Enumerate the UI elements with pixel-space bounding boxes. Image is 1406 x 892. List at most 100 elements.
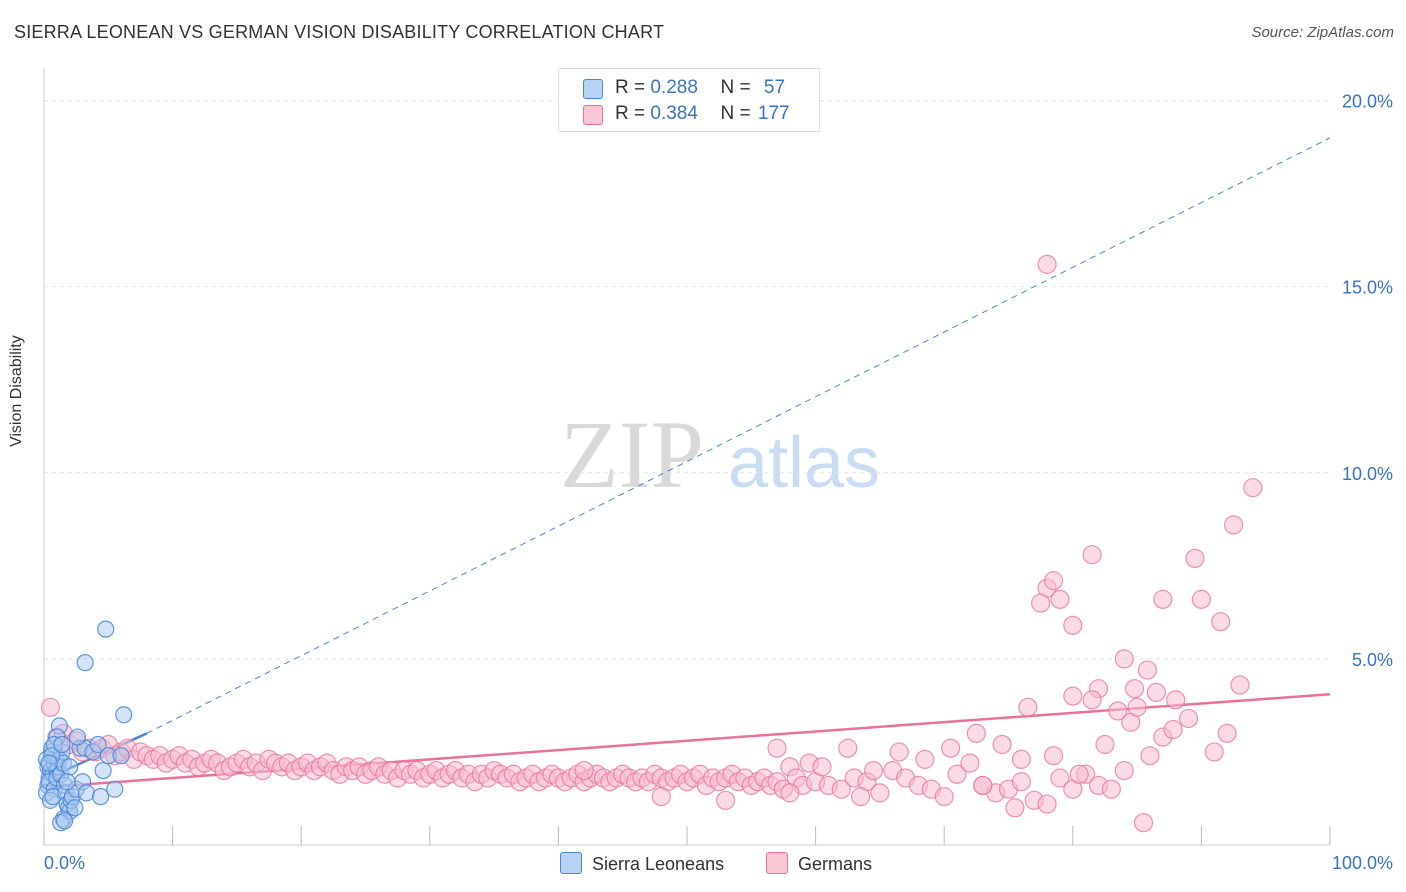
sierra-leoneans-point-54 <box>61 758 79 776</box>
germans-point-146 <box>863 760 884 781</box>
germans-point-185 <box>1243 478 1263 498</box>
germans-point-121 <box>831 779 851 799</box>
grid <box>44 100 1330 660</box>
germans-point-153 <box>1043 746 1064 766</box>
germans-point-192 <box>780 783 800 803</box>
germans-point-190 <box>651 787 671 807</box>
y-tick-label-1: 10.0% <box>1342 464 1393 484</box>
germans-point-188 <box>1037 254 1057 274</box>
bottom-legend-label-2: Germans <box>798 854 873 874</box>
y-tick-label-0: 5.0% <box>1352 650 1393 670</box>
sierra-leoneans-point-43 <box>89 735 107 754</box>
legend-n-value-2: 177 <box>757 103 790 124</box>
sierra-leoneans-point-32 <box>55 812 74 830</box>
germans-point-195 <box>1005 798 1025 818</box>
germans-point-186 <box>1018 697 1038 717</box>
germans-point-189 <box>574 760 594 781</box>
germans-point-183 <box>1211 612 1231 632</box>
germans-point-171 <box>1043 571 1064 591</box>
germans-point-163 <box>1166 690 1186 710</box>
bottom-legend-swatch-pink <box>766 852 788 874</box>
germans-point-155 <box>1095 734 1115 755</box>
germans-point-196 <box>767 738 787 758</box>
legend-r-value-2: 0.384 <box>650 103 698 124</box>
sierra-leoneans-point-56 <box>68 728 87 746</box>
germans-point-193 <box>851 787 871 807</box>
sierra-leoneans-point-47 <box>77 784 96 802</box>
germans-point-143 <box>1114 760 1134 781</box>
germans-point-162 <box>1230 675 1250 695</box>
chart-title: SIERRA LEONEAN VS GERMAN VISION DISABILI… <box>14 22 665 42</box>
x-tick-label-max: 100.0% <box>1332 853 1393 873</box>
germans-point-174 <box>1063 615 1083 636</box>
watermark-zip: ZIP <box>560 401 704 508</box>
germans-point-172 <box>1050 589 1070 609</box>
germans-point-144 <box>812 757 832 777</box>
legend-swatch-blue <box>583 79 603 99</box>
germans-point-157 <box>1140 746 1160 766</box>
germans-point-160 <box>1204 742 1224 762</box>
germans-point-181 <box>1185 548 1205 569</box>
germans-point-165 <box>1127 697 1147 717</box>
sierra-leoneans-point-39 <box>53 735 71 754</box>
germans-point-129 <box>934 787 954 807</box>
germans-point-148 <box>915 749 935 769</box>
germans-point-184 <box>1223 515 1244 535</box>
sierra-leoneans-point-48 <box>91 788 110 806</box>
germans-point-179 <box>1153 589 1173 609</box>
x-tick-label-min: 0.0% <box>44 853 85 873</box>
legend-r-label-2: R = <box>615 103 646 124</box>
germans-point-173 <box>1031 593 1051 613</box>
germans-point-137 <box>1037 794 1057 814</box>
germans-point-177 <box>1124 679 1145 699</box>
germans-point-152 <box>1011 749 1031 769</box>
axes <box>43 68 1331 846</box>
bottom-legend-swatch-blue <box>560 852 582 874</box>
tick-labels: 5.0% 10.0% 15.0% 20.0% 0.0% 100.0% <box>44 92 1393 873</box>
watermark: ZIP atlas <box>560 401 880 508</box>
sierra-leoneans-point-49 <box>106 780 124 798</box>
germans-points <box>40 254 1263 833</box>
germans-point-0 <box>40 697 61 717</box>
sierra-leoneans-point-38 <box>40 754 58 772</box>
germans-point-138 <box>1050 768 1070 788</box>
sierra-leoneans-point-55 <box>58 773 76 791</box>
germans-point-161 <box>1217 723 1237 743</box>
legend-n-label-2: N = <box>720 103 751 124</box>
bottom-legend-sierra-leoneans: Sierra Leoneans <box>560 852 724 875</box>
germans-point-176 <box>1114 649 1134 669</box>
germans-point-150 <box>966 723 986 743</box>
bottom-legend-label-1: Sierra Leoneans <box>592 854 725 874</box>
germans-point-180 <box>1163 720 1183 740</box>
germans-point-124 <box>870 783 890 803</box>
y-tick-label-3: 20.0% <box>1342 92 1393 112</box>
germans-point-154 <box>1069 764 1089 784</box>
germans-point-142 <box>1101 779 1121 799</box>
sierra-leoneans-point-50 <box>76 654 94 672</box>
germans-point-147 <box>889 742 909 762</box>
germans-point-130 <box>947 764 967 784</box>
bottom-legend-germans: Germans <box>766 852 872 875</box>
sierra-leoneans-points <box>37 620 133 832</box>
germans-point-145 <box>838 738 858 758</box>
sierra-leoneans-point-44 <box>94 761 112 780</box>
germans-point-178 <box>1137 660 1157 680</box>
y-tick-label-2: 15.0% <box>1342 278 1393 298</box>
source-label: Source: ZipAtlas.com <box>1251 24 1394 41</box>
germans-point-194 <box>973 775 993 796</box>
legend-r-value-1: 0.288 <box>650 77 698 98</box>
germans-point-191 <box>715 790 736 810</box>
sierra-leoneans-point-53 <box>112 747 130 765</box>
legend: R = 0.288 N = 57 R = 0.384 N = 177 <box>558 68 820 132</box>
germans-point-175 <box>1082 545 1102 565</box>
germans-point-168 <box>1082 690 1102 710</box>
germans-point-187 <box>1133 813 1154 833</box>
germans-point-159 <box>1178 708 1199 729</box>
germans-point-164 <box>1146 682 1166 703</box>
sierra-leoneans-point-51 <box>97 620 115 638</box>
legend-swatch-pink <box>583 105 603 125</box>
sierra-leoneans-point-52 <box>115 706 133 724</box>
germans-point-169 <box>1063 686 1083 706</box>
germans-point-182 <box>1191 589 1212 609</box>
